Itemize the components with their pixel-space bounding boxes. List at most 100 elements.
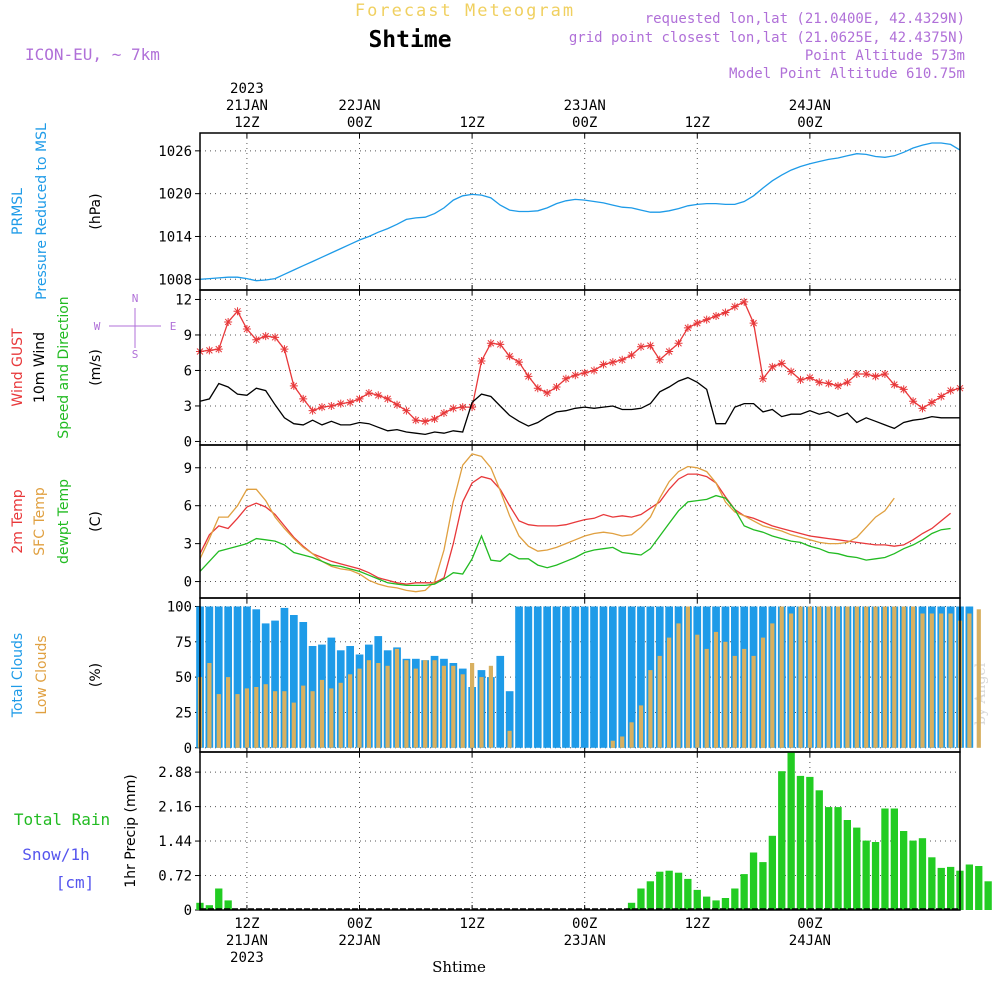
time-label-bottom: 12Z — [459, 916, 484, 932]
bar-rain — [674, 872, 683, 910]
bar-rain — [881, 808, 889, 910]
bar-rain — [665, 870, 673, 910]
bar-low — [713, 631, 719, 748]
bar-rain — [740, 874, 748, 910]
ytick-label: 75 — [175, 635, 192, 651]
bar-low — [676, 623, 681, 748]
gust-marker — [449, 404, 458, 413]
bar-low — [610, 740, 615, 748]
bar-low — [404, 660, 409, 748]
bar-total — [637, 606, 645, 748]
time-label-top: 00Z — [347, 115, 372, 131]
gust-marker — [308, 406, 317, 415]
gust-marker — [946, 386, 955, 395]
bar-low — [273, 691, 278, 748]
gust-marker — [937, 392, 946, 401]
bar-low — [488, 665, 493, 748]
ylabel-line: PRMSL — [10, 188, 26, 235]
series-line-wind10m — [199, 376, 960, 436]
bar-low — [939, 613, 944, 748]
gust-marker — [918, 404, 927, 413]
gust-marker — [636, 342, 645, 351]
bar-low — [817, 606, 822, 748]
ylabel-line: dewpt Temp — [56, 479, 72, 564]
compass-s: S — [132, 348, 139, 361]
bar-rain — [224, 900, 232, 910]
time-label-top: 00Z — [797, 115, 822, 131]
bar-low — [394, 648, 400, 748]
bar-low — [376, 663, 381, 748]
bar-total — [496, 655, 505, 748]
bar-low — [263, 684, 268, 748]
gust-marker — [899, 385, 908, 394]
bar-low — [207, 663, 212, 748]
bar-low — [479, 677, 484, 748]
bar-total — [214, 606, 223, 748]
bar-rain — [937, 867, 945, 910]
gust-marker — [721, 308, 730, 317]
gust-marker — [280, 345, 289, 354]
gust-marker — [364, 388, 373, 397]
bar-rain — [712, 900, 720, 910]
footer-location: Shtime — [432, 958, 486, 976]
bar-low — [235, 694, 240, 748]
gust-marker — [712, 312, 721, 321]
ytick-label: 0 — [184, 741, 192, 757]
bar-rain — [759, 862, 767, 910]
gust-marker — [768, 362, 777, 371]
gust-marker — [439, 409, 448, 418]
series-line-gust — [199, 300, 961, 422]
bar-rain — [778, 771, 786, 910]
bar-total — [299, 622, 308, 748]
ytick-label: 100 — [167, 599, 192, 615]
bar-rain — [806, 776, 814, 910]
panel-wind: 0 3 6 9 12 Wind GUST 10m Wind Speed and Directi… — [10, 289, 964, 450]
ylabel-line: SFC Temp — [32, 487, 48, 556]
gust-marker — [580, 368, 589, 377]
precip-legend-item: [cm] — [56, 873, 95, 892]
gust-marker — [233, 307, 242, 316]
gust-marker — [561, 374, 570, 383]
time-label-top: 12Z — [234, 115, 259, 131]
point-altitude: Point Altitude 573m — [805, 48, 965, 64]
bar-rain — [693, 889, 701, 910]
time-label-top: 12Z — [685, 115, 710, 131]
gust-marker — [496, 340, 505, 349]
bar-low — [920, 613, 925, 748]
ytick-label: 1.44 — [158, 834, 192, 850]
gust-marker — [890, 380, 899, 389]
bar-total — [618, 606, 627, 748]
gust-marker — [599, 360, 608, 369]
gust-marker — [683, 323, 692, 332]
gust-marker — [411, 416, 420, 425]
bar-rain — [796, 775, 805, 910]
bar-low — [282, 691, 287, 748]
top-title: Forecast Meteogram — [355, 1, 575, 21]
gust-marker — [458, 403, 467, 412]
bar-low — [413, 668, 418, 748]
compass-cross — [109, 308, 161, 348]
time-label-top: 21JAN — [226, 98, 268, 114]
time-label-bottom: 00Z — [572, 916, 597, 932]
bar-rain — [646, 881, 654, 910]
bar-low — [244, 688, 249, 748]
bar-low — [348, 674, 353, 748]
panel-clouds: 0 25 50 75 100 Total Clouds Low Clouds (%) — [10, 597, 981, 757]
bar-total — [515, 606, 523, 748]
gust-marker — [533, 384, 542, 393]
bar-low — [873, 606, 878, 748]
gust-marker — [543, 388, 552, 397]
time-label-bottom: 21JAN — [226, 933, 268, 949]
compass-e: E — [170, 320, 177, 333]
bar-total — [243, 606, 251, 748]
time-label-top: 00Z — [572, 115, 597, 131]
bar-low — [892, 606, 897, 748]
bar-total — [252, 609, 261, 748]
ytick-label: 6 — [184, 499, 192, 515]
bar-low — [732, 655, 737, 748]
bar-low — [310, 691, 315, 748]
gust-marker — [758, 374, 767, 383]
